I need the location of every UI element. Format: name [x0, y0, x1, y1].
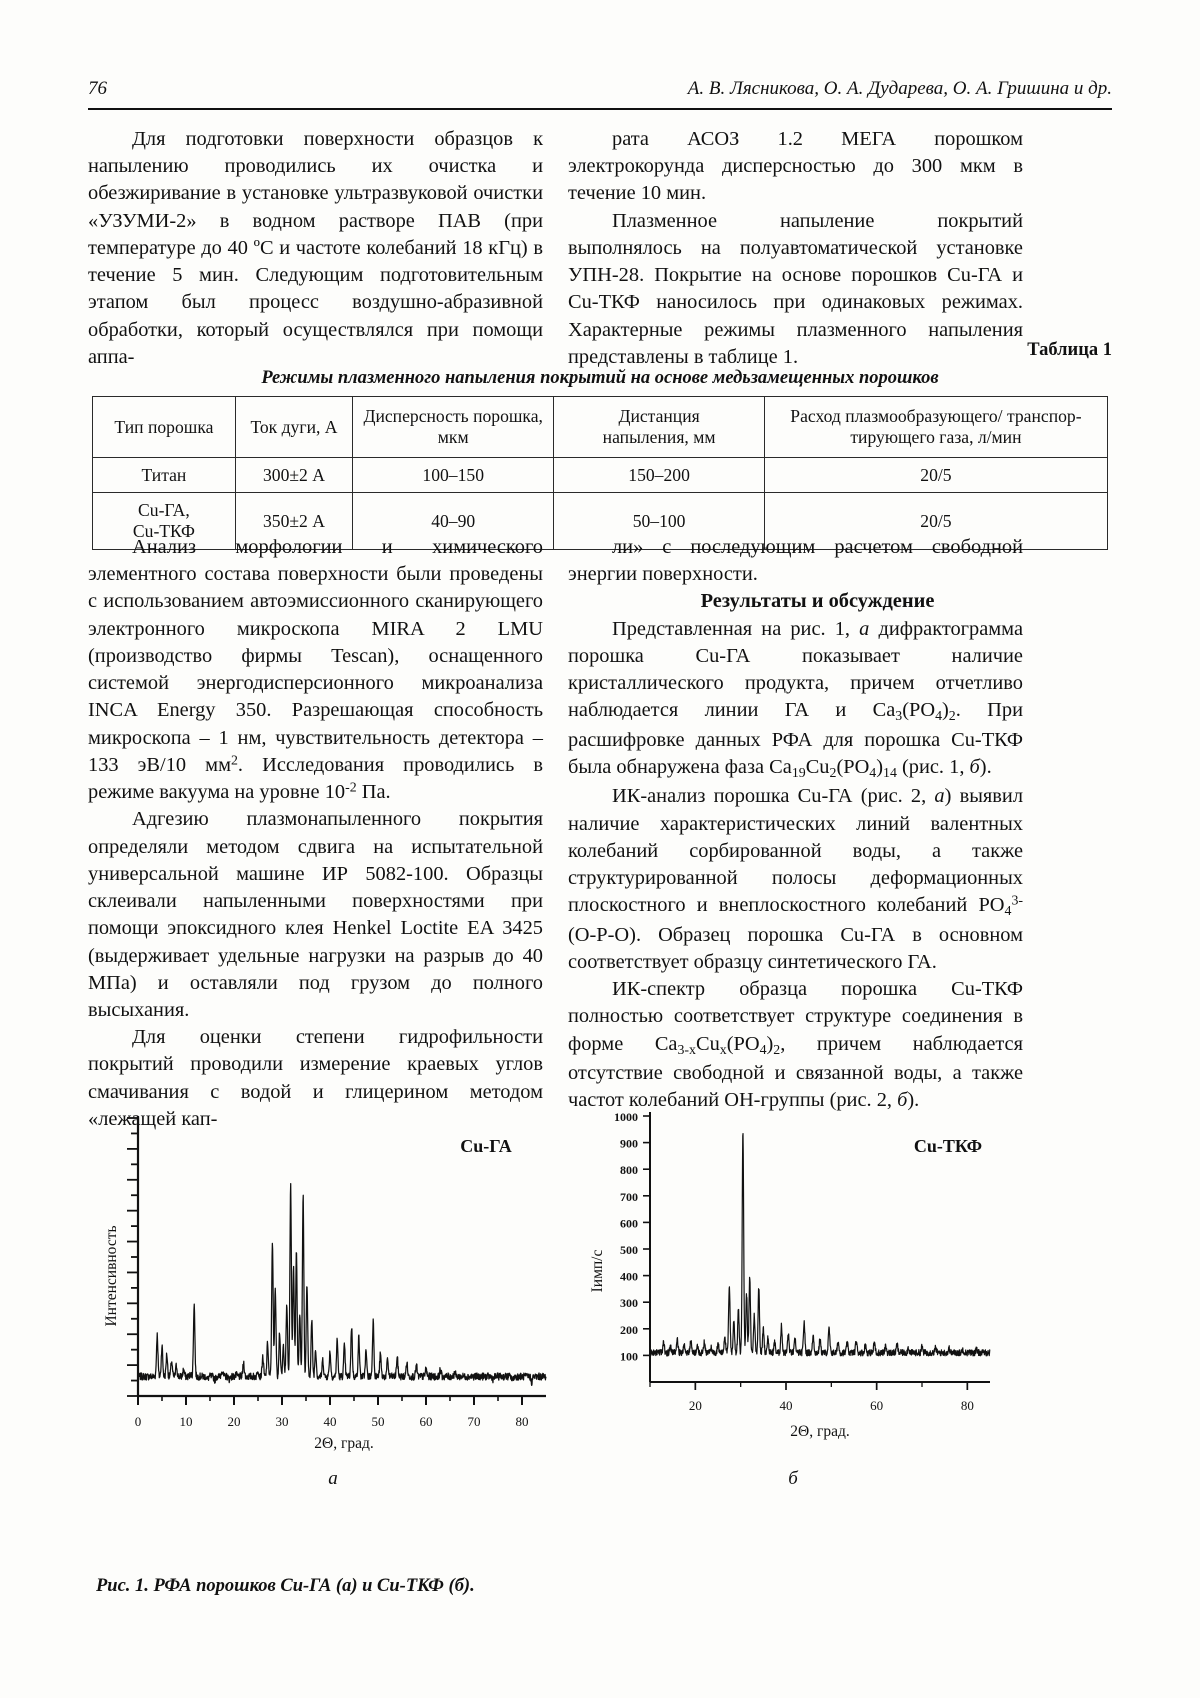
- body-column-right-top: рата АСОЗ 1.2 МЕГА порошком электрокорун…: [568, 126, 1023, 371]
- svg-text:50: 50: [372, 1414, 385, 1429]
- page-number: 76: [88, 78, 107, 100]
- y-axis-label-a: Интенсивность: [103, 1225, 120, 1326]
- paragraph: Для подготовки поверхности образцов к на…: [88, 126, 543, 371]
- body-column-right-bottom: ли» с последующим расчетом свободной эне…: [568, 534, 1023, 1115]
- svg-text:300: 300: [620, 1296, 638, 1310]
- chart-yticks-a: [127, 1118, 138, 1396]
- svg-text:100: 100: [620, 1349, 638, 1363]
- svg-text:10: 10: [180, 1414, 193, 1429]
- paragraph: ИК-спектр образца порошка Cu-ТКФ полност…: [568, 976, 1023, 1114]
- table-number-label: Таблица 1: [88, 340, 1112, 361]
- table-header-cell-dispersity: Дисперсность порошка,мкм: [353, 397, 554, 458]
- figure-group: 0 10 20 30 40 50 60 70 80 Интенсивность 2Θ, град…: [88, 1096, 1112, 1556]
- table-cell: 150–200: [554, 458, 765, 493]
- series-label-a: Cu-ГА: [460, 1136, 512, 1156]
- body-column-left-bottom: Анализ морфологии и химического элементн…: [88, 534, 543, 1133]
- table-cell: Титан: [93, 458, 236, 493]
- table-cell: 300±2 А: [235, 458, 352, 493]
- svg-text:1000: 1000: [614, 1110, 638, 1124]
- paragraph: рата АСОЗ 1.2 МЕГА порошком электрокорун…: [568, 126, 1023, 208]
- svg-text:60: 60: [420, 1414, 433, 1429]
- chart-yticks-b: 100 200 300 400 500 600 700 800 900 1000: [614, 1110, 650, 1363]
- table-head: Тип порошка Ток дуги, А Дисперсность пор…: [93, 397, 1108, 458]
- y-axis-label-b: Iимп/с: [589, 1250, 606, 1293]
- table-header-cell-powder-type: Тип порошка: [93, 397, 236, 458]
- document-page: 76 А. В. Лясникова, О. А. Дударева, О. А…: [0, 0, 1200, 1698]
- chart-ticks-b: 20 40 60 80: [650, 1382, 974, 1413]
- svg-text:40: 40: [324, 1414, 337, 1429]
- table-title: Режимы плазменного напыления покрытий на…: [88, 368, 1112, 389]
- svg-text:200: 200: [620, 1323, 638, 1337]
- xrd-chart-cu-tkf: 100 200 300 400 500 600 700 800 900 1000 20 40 60 80…: [558, 1096, 1028, 1466]
- table-cell: 20/5: [764, 458, 1107, 493]
- table-row: Титан 300±2 А 100–150 150–200 20/5: [93, 458, 1108, 493]
- svg-text:600: 600: [620, 1216, 638, 1230]
- svg-text:0: 0: [135, 1414, 142, 1429]
- running-head-authors: А. В. Лясникова, О. А. Дударева, О. А. Г…: [688, 78, 1112, 100]
- svg-text:800: 800: [620, 1163, 638, 1177]
- svg-text:400: 400: [620, 1270, 638, 1284]
- xrd-chart-cu-ga: 0 10 20 30 40 50 60 70 80 Интенсивность 2Θ, град…: [98, 1096, 568, 1466]
- svg-text:70: 70: [468, 1414, 481, 1429]
- svg-text:20: 20: [689, 1398, 702, 1413]
- paragraph: Адгезию плазмонапыленного покрытия опред…: [88, 806, 543, 1024]
- running-head: 76 А. В. Лясникова, О. А. Дударева, О. А…: [88, 78, 1112, 100]
- paragraph: ИК-анализ порошка Cu-ГА (рис. 2, а) выяв…: [568, 783, 1023, 976]
- svg-text:20: 20: [228, 1414, 241, 1429]
- svg-text:30: 30: [276, 1414, 289, 1429]
- paragraph: ли» с последующим расчетом свободной эне…: [568, 534, 1023, 588]
- figure-panel-a: 0 10 20 30 40 50 60 70 80 Интенсивность 2Θ, град…: [98, 1096, 568, 1496]
- svg-text:80: 80: [961, 1398, 974, 1413]
- x-axis-label-b: 2Θ, град.: [790, 1423, 849, 1440]
- chart-ticks-a: 0 10 20 30 40 50 60 70 80: [135, 1396, 529, 1429]
- paragraph: Анализ морфологии и химического элементн…: [88, 534, 543, 806]
- series-label-b: Cu-ТКФ: [914, 1136, 982, 1156]
- svg-text:80: 80: [516, 1414, 529, 1429]
- svg-text:40: 40: [780, 1398, 793, 1413]
- figure-caption: Рис. 1. РФА порошков Cu-ГА (а) и Cu-ТКФ …: [96, 1576, 1106, 1597]
- table-header-cell-distance: Дистанциянапыления, мм: [554, 397, 765, 458]
- figure-sublabel-a: а: [98, 1468, 568, 1490]
- x-axis-label-a: 2Θ, град.: [314, 1435, 373, 1452]
- svg-text:900: 900: [620, 1137, 638, 1151]
- svg-text:60: 60: [870, 1398, 883, 1413]
- figure-sublabel-b: б: [558, 1468, 1028, 1490]
- section-heading-results: Результаты и обсуждение: [568, 588, 1023, 615]
- table-cell: 100–150: [353, 458, 554, 493]
- svg-text:500: 500: [620, 1243, 638, 1257]
- xrd-trace-a: [138, 1184, 546, 1386]
- xrd-trace-b: [650, 1134, 990, 1356]
- paragraph: Представленная на рис. 1, а дифрактограм…: [568, 616, 1023, 784]
- table-header-cell-gas-flow: Расход плазмообразующего/ транспор-тирую…: [764, 397, 1107, 458]
- svg-text:700: 700: [620, 1190, 638, 1204]
- table-header-row: Тип порошка Ток дуги, А Дисперсность пор…: [93, 397, 1108, 458]
- table-header-cell-arc-current: Ток дуги, А: [235, 397, 352, 458]
- figure-panel-b: 100 200 300 400 500 600 700 800 900 1000 20 40 60 80…: [558, 1096, 1028, 1496]
- plasma-spraying-modes-table: Тип порошка Ток дуги, А Дисперсность пор…: [92, 396, 1108, 550]
- chart-axes-a: [138, 1116, 546, 1396]
- header-rule: [88, 108, 1112, 110]
- body-column-left-top: Для подготовки поверхности образцов к на…: [88, 126, 543, 371]
